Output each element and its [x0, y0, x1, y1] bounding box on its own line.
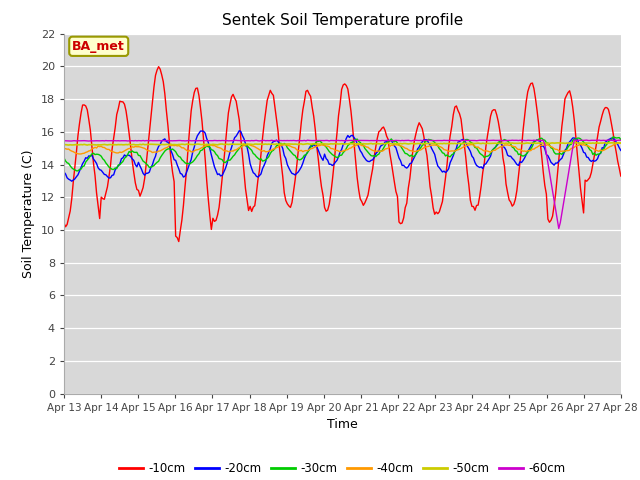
-40cm	[617, 140, 625, 146]
-60cm	[129, 138, 136, 144]
-40cm	[246, 142, 254, 148]
-30cm	[617, 137, 625, 143]
-50cm	[255, 141, 263, 147]
-60cm	[254, 138, 262, 144]
-20cm	[60, 169, 68, 175]
-20cm	[248, 166, 255, 171]
-20cm	[617, 147, 625, 153]
-40cm	[60, 145, 68, 151]
-10cm	[257, 152, 265, 157]
-50cm	[246, 141, 254, 147]
-10cm	[155, 64, 163, 70]
-60cm	[226, 138, 234, 144]
X-axis label: Time: Time	[327, 418, 358, 431]
-40cm	[305, 147, 313, 153]
-60cm	[244, 138, 252, 144]
Line: -20cm: -20cm	[64, 131, 621, 181]
-50cm	[589, 140, 596, 146]
-30cm	[305, 147, 313, 153]
-30cm	[74, 168, 82, 174]
-30cm	[228, 156, 236, 161]
-40cm	[228, 148, 236, 154]
-40cm	[130, 144, 138, 150]
Line: -60cm: -60cm	[64, 140, 621, 228]
-20cm	[589, 157, 596, 163]
-60cm	[60, 138, 68, 144]
-20cm	[130, 157, 138, 163]
-10cm	[589, 161, 596, 167]
Line: -50cm: -50cm	[64, 143, 621, 145]
-60cm	[555, 226, 563, 231]
-10cm	[60, 220, 68, 226]
Line: -40cm: -40cm	[64, 143, 621, 154]
-30cm	[130, 149, 138, 155]
-30cm	[60, 155, 68, 161]
-30cm	[609, 134, 617, 140]
-60cm	[303, 137, 311, 143]
-10cm	[617, 173, 625, 179]
-40cm	[614, 140, 621, 146]
-50cm	[305, 141, 313, 147]
Text: BA_met: BA_met	[72, 40, 125, 53]
-10cm	[229, 92, 237, 97]
-60cm	[605, 137, 612, 143]
Legend: -10cm, -20cm, -30cm, -40cm, -50cm, -60cm: -10cm, -20cm, -30cm, -40cm, -50cm, -60cm	[115, 457, 570, 480]
-10cm	[248, 208, 255, 214]
-60cm	[617, 137, 625, 143]
-60cm	[588, 137, 595, 143]
-30cm	[255, 156, 263, 162]
-50cm	[60, 142, 68, 148]
-20cm	[228, 144, 236, 150]
Line: -30cm: -30cm	[64, 137, 621, 171]
Title: Sentek Soil Temperature profile: Sentek Soil Temperature profile	[222, 13, 463, 28]
-40cm	[588, 145, 595, 151]
-10cm	[175, 239, 182, 244]
-10cm	[129, 158, 136, 164]
-20cm	[257, 171, 265, 177]
-40cm	[76, 151, 83, 157]
-50cm	[617, 140, 625, 146]
Line: -10cm: -10cm	[64, 67, 621, 241]
-40cm	[255, 147, 263, 153]
-50cm	[566, 140, 573, 145]
-20cm	[307, 143, 314, 149]
-20cm	[236, 128, 243, 133]
-50cm	[130, 142, 138, 147]
-10cm	[307, 94, 314, 99]
-50cm	[228, 141, 236, 147]
Y-axis label: Soil Temperature (C): Soil Temperature (C)	[22, 149, 35, 278]
-30cm	[588, 148, 595, 154]
-50cm	[83, 142, 91, 148]
-20cm	[68, 178, 76, 184]
-30cm	[246, 146, 254, 152]
